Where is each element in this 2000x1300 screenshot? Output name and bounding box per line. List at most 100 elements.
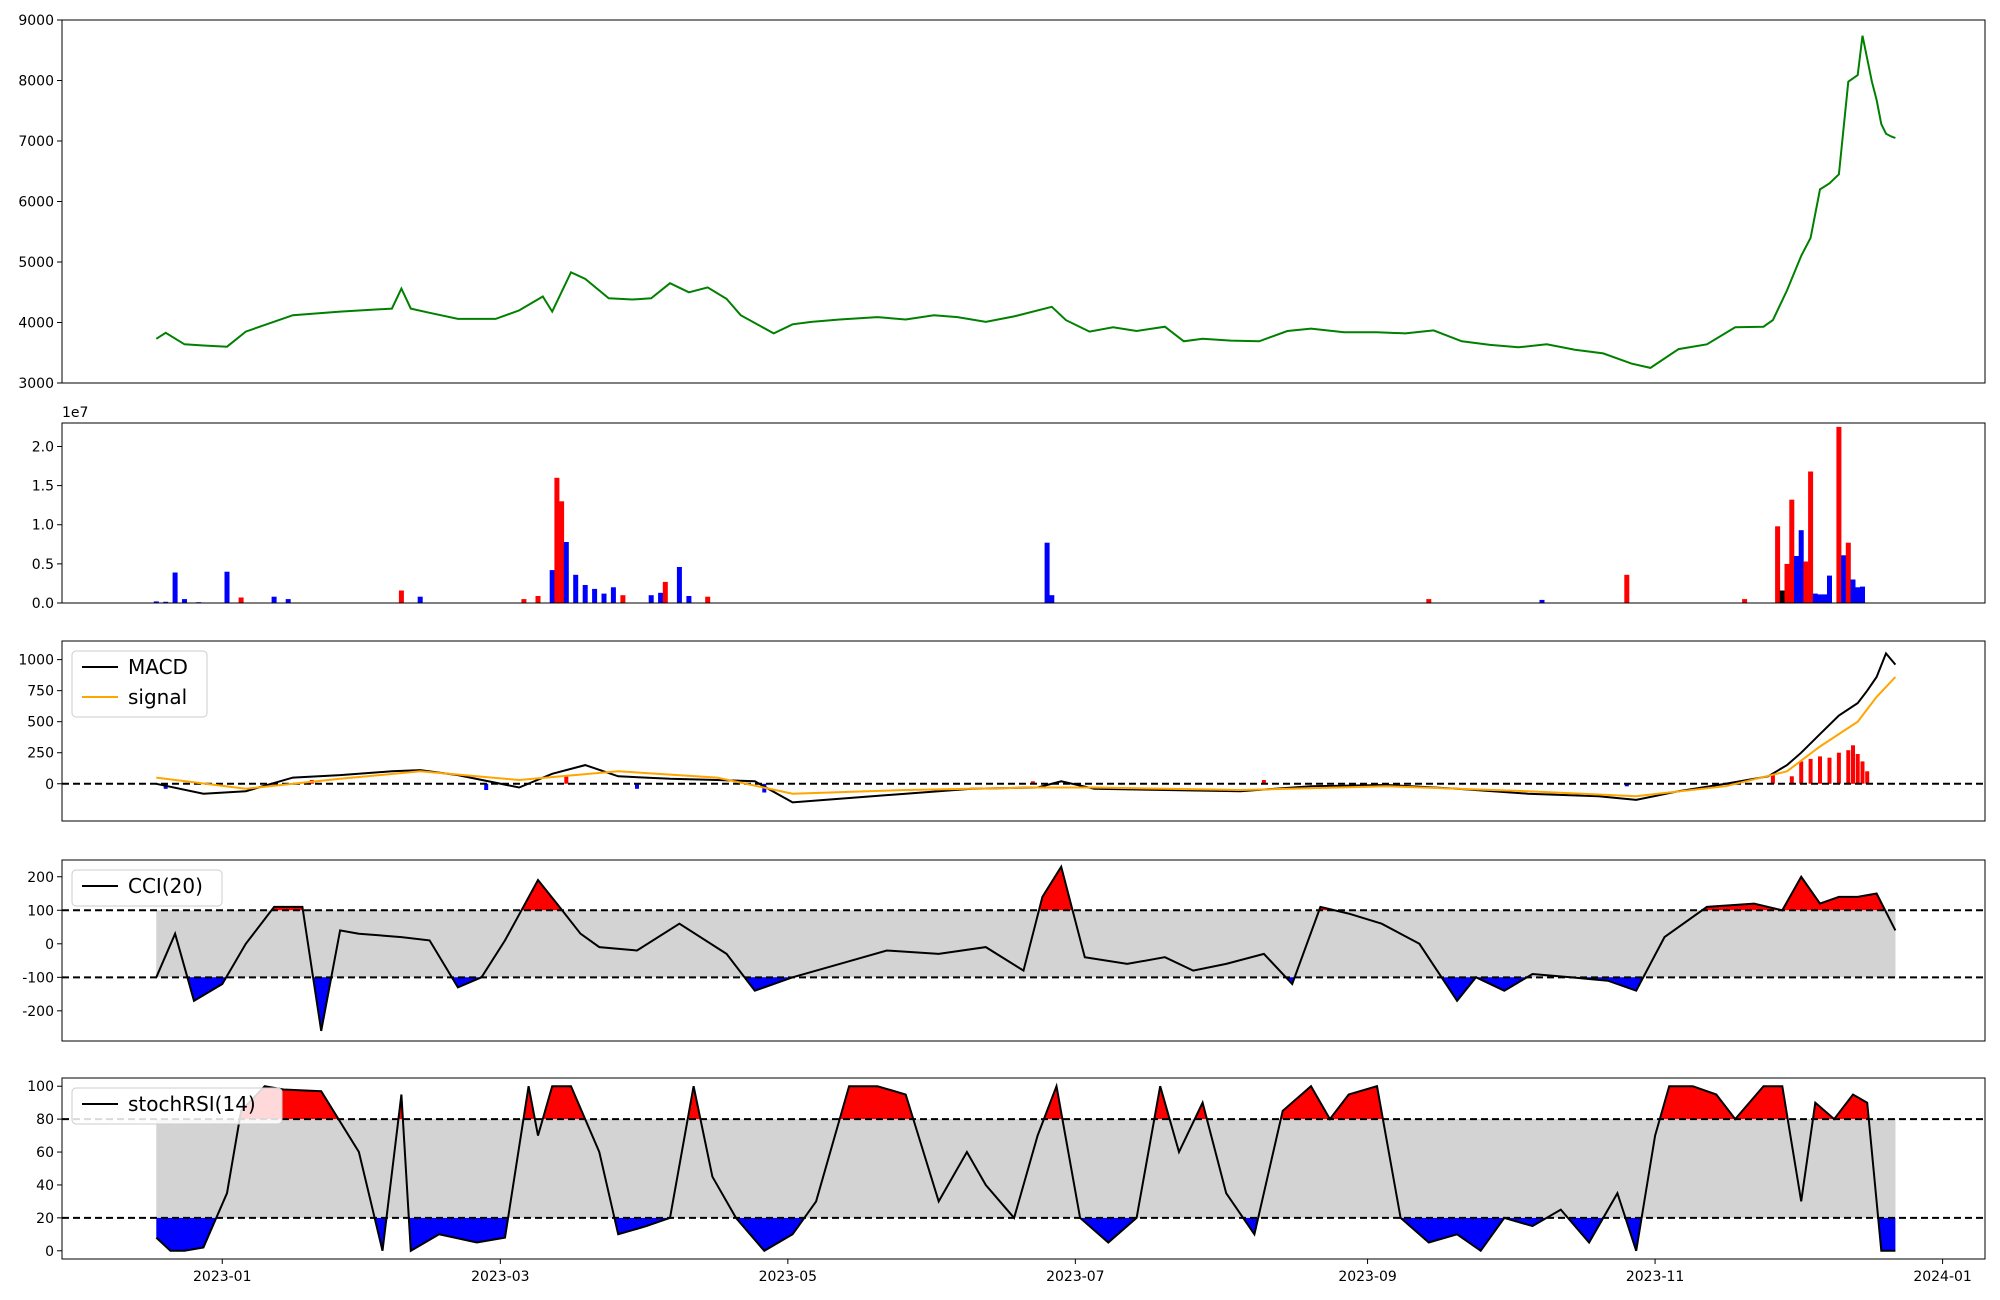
volume-bar <box>1827 575 1832 603</box>
macd-ytick-label: 500 <box>27 715 54 731</box>
x-tick-label: 2023-09 <box>1338 1269 1397 1285</box>
macd-ytick-label: 0 <box>45 777 54 793</box>
macd-ytick-label: 1000 <box>18 653 54 669</box>
cci-line <box>155 864 1897 1032</box>
price-ytick-label: 3000 <box>18 376 54 392</box>
macd-hist-bar <box>1855 754 1860 784</box>
macd-hist-bar <box>1860 761 1865 784</box>
x-tick-label: 2023-05 <box>759 1269 818 1285</box>
volume-bar <box>1798 530 1804 603</box>
volume-bar <box>705 596 711 603</box>
volume-bar <box>1426 599 1432 603</box>
volume-bar <box>1794 556 1799 603</box>
price-axes: 3000 4000 5000 6000 7000 8000 9000 <box>18 13 62 392</box>
cci-ytick-label: 0 <box>45 937 54 953</box>
stochrsi-ytick-label: 0 <box>45 1244 54 1260</box>
volume-bar <box>238 597 244 603</box>
volume-frame <box>61 422 1986 604</box>
volume-bar <box>521 599 527 603</box>
volume-bar <box>153 601 159 603</box>
cci-frame <box>61 859 1986 1042</box>
stochrsi-legend-box <box>71 1087 283 1125</box>
cci-legend-box <box>71 869 223 907</box>
stochrsi-overbought-fill <box>239 1086 1869 1120</box>
volume-bar <box>1044 542 1050 603</box>
x-tick-label: 2023-01 <box>193 1269 252 1285</box>
macd-hist-bar <box>1799 761 1804 784</box>
volume-bar <box>224 571 230 603</box>
cci-axes: -200 -100 0 100 200 <box>22 870 62 1020</box>
stochrsi-frame <box>61 1077 1986 1260</box>
macd-series-macd <box>156 651 1897 804</box>
volume-bar <box>1841 555 1847 603</box>
price-ytick-label: 8000 <box>18 74 54 90</box>
stochrsi-ytick-label: 80 <box>36 1112 54 1128</box>
volume-ytick-label: 1.5 <box>32 479 54 495</box>
x-tick-label: 2024-01 <box>1913 1269 1972 1285</box>
volume-bar <box>1822 594 1828 603</box>
volume-bar <box>573 574 579 603</box>
cci-overbought-fill <box>271 866 1886 911</box>
macd-hist-bar <box>1865 771 1870 784</box>
macd-series-signal <box>156 676 1897 798</box>
macd-hist-bar <box>1808 758 1813 784</box>
stochrsi-axes: 0 20 40 60 80 100 <box>27 1079 62 1260</box>
volume-bar <box>549 570 555 603</box>
macd-hist-bar <box>1836 752 1841 784</box>
macd-ytick-label: 250 <box>27 746 54 762</box>
volume-bar <box>662 581 668 603</box>
macd-hist-bar <box>1851 745 1855 784</box>
volume-bar <box>1836 426 1842 603</box>
price-line <box>155 35 1896 369</box>
macd-hist-bar <box>1624 783 1629 787</box>
macd-legend-label: signal <box>128 685 187 709</box>
cci-band <box>156 910 1896 978</box>
stochrsi-legend: stochRSI(14) <box>71 1087 283 1125</box>
macd-hist-bar <box>635 783 639 789</box>
stochrsi-ytick-label: 60 <box>36 1145 54 1161</box>
x-tick-label: 2023-07 <box>1046 1269 1105 1285</box>
macd-hist-bar <box>1846 750 1851 784</box>
stochrsi-ytick-label: 40 <box>36 1178 54 1194</box>
x-tick-label: 2023-11 <box>1626 1269 1685 1285</box>
volume-bar <box>1808 471 1814 603</box>
x-axis: 2023-01 2023-03 2023-05 2023-07 2023-09 2023-… <box>193 1259 1972 1285</box>
cci-ytick-label: -200 <box>22 1004 54 1020</box>
macd-hist-bar <box>1261 780 1266 784</box>
volume-ytick-label: 2.0 <box>32 439 54 455</box>
macd-legend-label: MACD <box>128 655 188 679</box>
macd-hist-bar <box>564 776 569 784</box>
volume-bar <box>1817 594 1823 603</box>
stochrsi-ytick-label: 100 <box>27 1079 54 1095</box>
volume-ytick-label: 0.5 <box>32 557 54 573</box>
volume-bar <box>1049 595 1055 603</box>
macd-hist-bar <box>1789 776 1794 784</box>
volume-bar <box>601 593 607 603</box>
cci-ytick-label: -100 <box>22 970 54 986</box>
volume-bar <box>648 595 654 603</box>
stochrsi-plot <box>62 1082 1985 1253</box>
volume-ytick-label: 1.0 <box>32 518 54 534</box>
volume-bar <box>417 596 423 603</box>
cci-legend-label: CCI(20) <box>128 874 203 898</box>
macd-hist-bar <box>1827 757 1832 784</box>
volume-bar <box>686 596 692 603</box>
volume-bar <box>1812 593 1818 603</box>
cci-plot <box>62 864 1985 1032</box>
volume-bar <box>563 542 569 603</box>
volume-bar <box>1803 561 1809 603</box>
stochrsi-oversold-fill <box>156 1217 1896 1251</box>
volume-bar <box>676 567 682 603</box>
volume-bar <box>1742 599 1748 603</box>
price-plot <box>155 35 1896 369</box>
stochrsi-line <box>155 1082 1896 1253</box>
volume-plot <box>153 426 1865 603</box>
macd-legend: MACD signal <box>71 650 208 718</box>
macd-frame <box>61 640 1986 822</box>
macd-axes: 0 250 500 750 1000 <box>18 653 62 793</box>
stochrsi-ytick-label: 20 <box>36 1211 54 1227</box>
volume-bar <box>592 588 598 603</box>
volume-bar <box>582 585 588 603</box>
cci-ytick-label: 200 <box>27 870 54 886</box>
